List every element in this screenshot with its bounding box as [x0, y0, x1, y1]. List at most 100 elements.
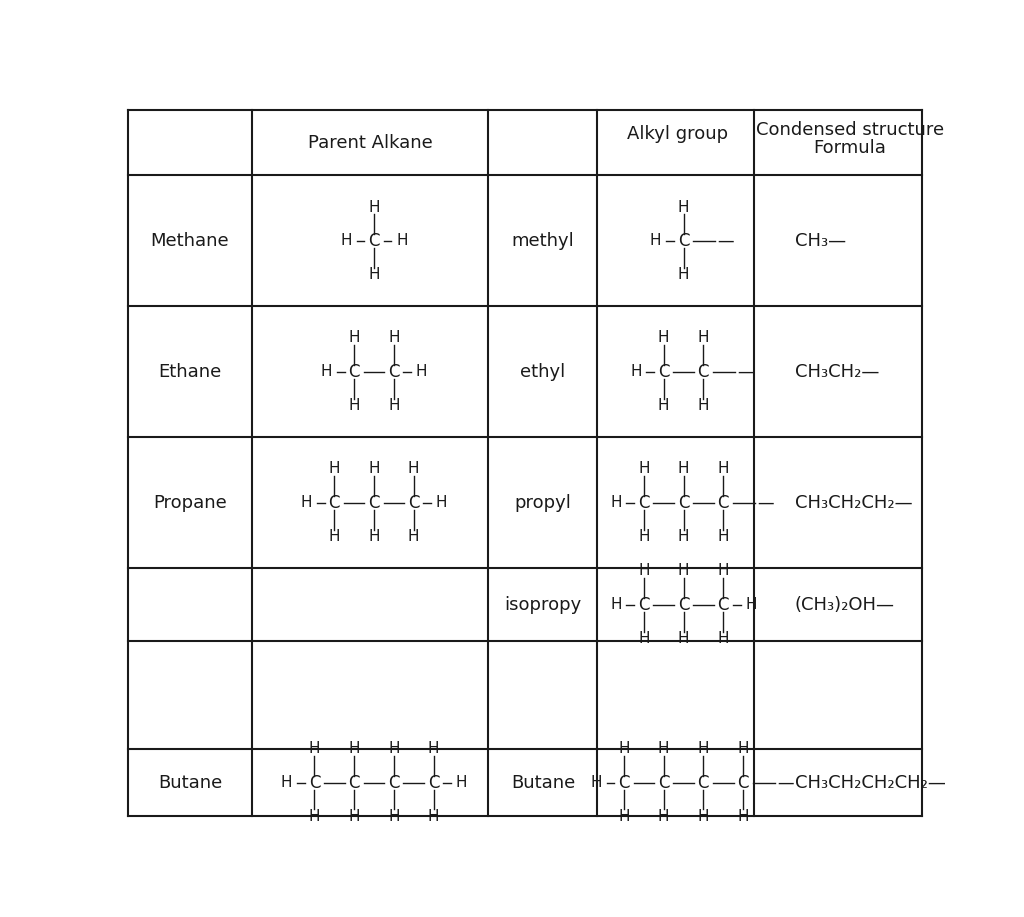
Text: H: H: [456, 775, 467, 790]
Text: H: H: [658, 398, 670, 414]
Text: Alkyl group: Alkyl group: [627, 126, 728, 143]
Text: C: C: [618, 774, 630, 791]
Text: Butane: Butane: [158, 774, 222, 791]
Text: CH₃—: CH₃—: [795, 232, 846, 250]
Text: H: H: [348, 741, 359, 757]
Text: H: H: [348, 809, 359, 824]
Text: H: H: [610, 495, 622, 510]
Text: C: C: [658, 774, 670, 791]
Text: C: C: [718, 596, 729, 613]
Text: propyl: propyl: [515, 493, 571, 512]
Text: CH₃CH₂—: CH₃CH₂—: [795, 363, 879, 381]
Text: CH₃CH₂CH₂CH₂—: CH₃CH₂CH₂CH₂—: [795, 774, 945, 791]
Text: H: H: [638, 529, 649, 544]
Text: H: H: [408, 529, 420, 544]
Text: C: C: [348, 774, 359, 791]
Text: H: H: [388, 398, 399, 414]
Text: C: C: [697, 774, 709, 791]
Text: H: H: [321, 364, 332, 380]
Text: H: H: [658, 330, 670, 346]
Text: H: H: [591, 775, 602, 790]
Text: H: H: [718, 461, 729, 476]
Text: H: H: [369, 461, 380, 476]
Text: (CH₃)₂OH—: (CH₃)₂OH—: [795, 596, 895, 613]
Text: H: H: [658, 809, 670, 824]
Text: H: H: [678, 200, 689, 215]
Text: Ethane: Ethane: [159, 363, 221, 381]
Text: H: H: [697, 398, 709, 414]
Text: C: C: [678, 493, 689, 512]
Text: H: H: [697, 330, 709, 346]
Text: H: H: [638, 631, 649, 646]
Text: H: H: [348, 330, 359, 346]
Text: C: C: [348, 363, 359, 381]
Text: C: C: [718, 493, 729, 512]
Text: C: C: [408, 493, 420, 512]
Text: C: C: [678, 596, 689, 613]
Text: H: H: [718, 529, 729, 544]
Text: C: C: [638, 596, 649, 613]
Text: H: H: [408, 461, 420, 476]
Text: H: H: [369, 529, 380, 544]
Text: C: C: [638, 493, 649, 512]
Text: C: C: [309, 774, 321, 791]
Text: H: H: [348, 398, 359, 414]
Text: H: H: [329, 529, 340, 544]
Text: H: H: [678, 631, 689, 646]
Text: H: H: [658, 741, 670, 757]
Text: H: H: [329, 461, 340, 476]
Text: Propane: Propane: [153, 493, 226, 512]
Text: H: H: [309, 809, 321, 824]
Text: H: H: [638, 461, 649, 476]
Text: H: H: [737, 741, 749, 757]
Text: —: —: [758, 493, 774, 512]
Text: H: H: [428, 741, 439, 757]
Text: Methane: Methane: [151, 232, 229, 250]
Text: H: H: [697, 741, 709, 757]
Text: H: H: [650, 234, 662, 249]
Text: C: C: [678, 232, 689, 250]
Text: H: H: [745, 597, 757, 613]
Text: Formula: Formula: [814, 139, 887, 158]
Text: C: C: [329, 493, 340, 512]
Text: H: H: [630, 364, 642, 380]
Text: H: H: [428, 809, 439, 824]
Text: H: H: [301, 495, 312, 510]
Text: H: H: [678, 461, 689, 476]
Text: C: C: [737, 774, 749, 791]
Text: H: H: [718, 631, 729, 646]
Text: H: H: [388, 809, 399, 824]
Text: H: H: [341, 234, 352, 249]
Text: Parent Alkane: Parent Alkane: [307, 134, 432, 152]
Text: H: H: [610, 597, 622, 613]
Text: —: —: [777, 774, 794, 791]
Text: C: C: [369, 232, 380, 250]
Text: H: H: [369, 200, 380, 215]
Text: C: C: [388, 363, 399, 381]
Text: H: H: [678, 563, 689, 579]
Text: H: H: [369, 268, 380, 282]
Text: H: H: [618, 809, 630, 824]
Text: H: H: [436, 495, 447, 510]
Text: H: H: [638, 563, 649, 579]
Text: H: H: [281, 775, 293, 790]
Text: H: H: [678, 268, 689, 282]
Text: isopropy: isopropy: [505, 596, 582, 613]
Text: H: H: [697, 809, 709, 824]
Text: H: H: [388, 330, 399, 346]
Text: —: —: [737, 363, 754, 381]
Text: C: C: [388, 774, 399, 791]
Text: H: H: [718, 563, 729, 579]
Text: —: —: [718, 232, 734, 250]
Text: ethyl: ethyl: [520, 363, 565, 381]
Text: C: C: [658, 363, 670, 381]
Text: C: C: [428, 774, 439, 791]
Text: H: H: [678, 529, 689, 544]
Text: CH₃CH₂CH₂—: CH₃CH₂CH₂—: [795, 493, 912, 512]
Text: H: H: [309, 741, 321, 757]
Text: H: H: [618, 741, 630, 757]
Text: C: C: [369, 493, 380, 512]
Text: H: H: [388, 741, 399, 757]
Text: H: H: [396, 234, 408, 249]
Text: Butane: Butane: [511, 774, 575, 791]
